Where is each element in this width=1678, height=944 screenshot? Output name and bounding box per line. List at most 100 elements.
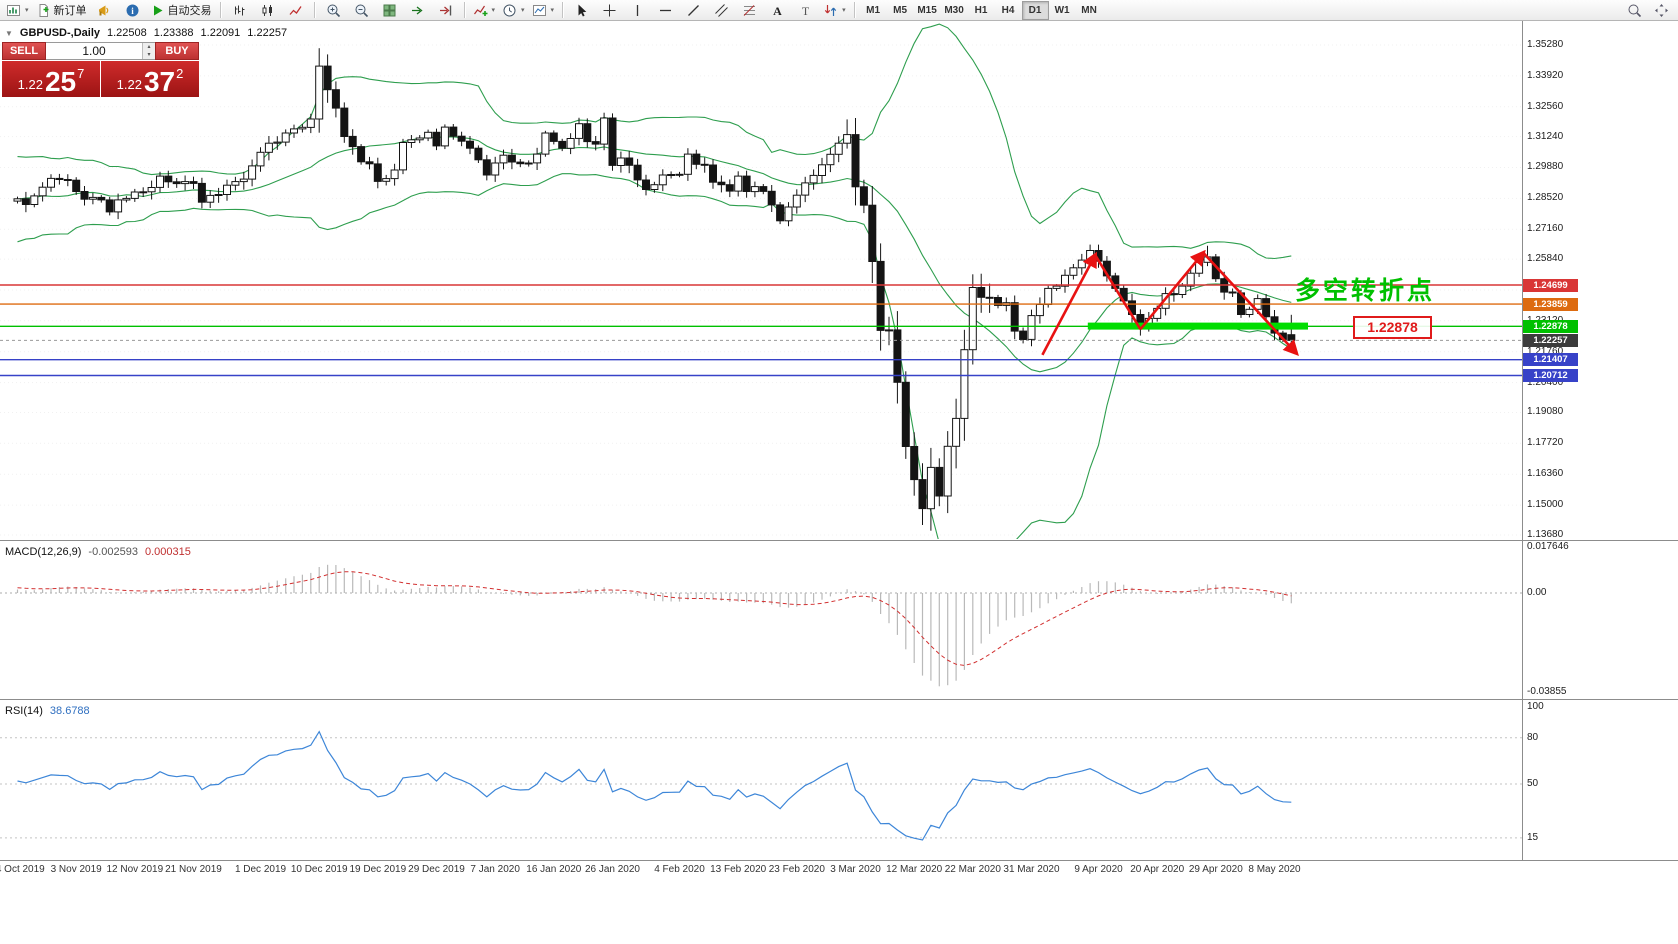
timeframe-button-M1[interactable]: M1 xyxy=(866,4,881,16)
candlesticks xyxy=(13,48,1296,531)
line-chart-button[interactable] xyxy=(282,0,309,20)
text-tool-button[interactable]: A xyxy=(764,0,791,20)
toolbar-separator xyxy=(562,2,564,18)
turning-point-annotation[interactable]: 多空转折点 xyxy=(1295,278,1436,305)
search-icon xyxy=(1627,3,1642,18)
toolbar-separator xyxy=(219,2,221,18)
volume-value[interactable]: 1.00 xyxy=(82,44,106,58)
rsi-indicator xyxy=(0,730,1522,841)
volume-field[interactable]: 1.00 ▴ ▾ xyxy=(46,42,155,60)
svg-text:A: A xyxy=(773,4,782,18)
timeframe-button-M5[interactable]: M5 xyxy=(893,4,908,16)
support-band-highlight[interactable] xyxy=(1087,322,1308,330)
new-order-icon xyxy=(36,3,51,18)
text-label-icon: T xyxy=(798,3,813,18)
buy-price-panel[interactable]: 1.22 37 2 xyxy=(101,61,199,97)
text-icon: A xyxy=(770,3,785,18)
timeframe-button-M15[interactable]: M15 xyxy=(917,4,937,16)
svg-text:i: i xyxy=(131,6,134,16)
chevron-down-icon: ▾ xyxy=(491,7,496,14)
timeframe-button-H1[interactable]: H1 xyxy=(974,4,988,16)
autotrading-button[interactable]: 自动交易 xyxy=(147,0,215,20)
sell-button[interactable]: SELL xyxy=(2,42,46,60)
zoom-in-icon xyxy=(326,3,341,18)
one-click-trading-panel: SELL 1.00 ▴ ▾ BUY 1.22 25 7 1.22 37 2 xyxy=(2,42,199,97)
spinner-up-icon[interactable]: ▴ xyxy=(143,43,155,51)
trendline-icon xyxy=(686,3,701,18)
horizontal-level-lines[interactable] xyxy=(0,284,1522,377)
auto-scroll-icon xyxy=(410,3,425,18)
timeframe-toolbar: M1 M5 M15 M30 H1 H4 D1 W1 MN xyxy=(860,0,1103,20)
bar-chart-icon xyxy=(232,3,247,18)
auto-scroll-button[interactable] xyxy=(404,0,431,20)
sell-price-panel[interactable]: 1.22 25 7 xyxy=(2,61,101,97)
open-value: 1.22508 xyxy=(107,27,147,39)
tile-windows-button[interactable] xyxy=(376,0,403,20)
macd-main-value: -0.002593 xyxy=(88,546,138,558)
search-button[interactable] xyxy=(1621,0,1648,20)
indicators-icon xyxy=(473,3,488,18)
horizontal-line-icon xyxy=(658,3,673,18)
chevron-down-icon: ▾ xyxy=(25,7,29,14)
timeframe-button-W1[interactable]: W1 xyxy=(1054,4,1070,16)
tile-windows-icon xyxy=(382,3,397,18)
candlestick-chart-button[interactable] xyxy=(254,0,281,20)
new-order-button[interactable]: 新订单 xyxy=(33,0,90,20)
new-order-label: 新订单 xyxy=(53,5,87,17)
cursor-icon xyxy=(574,3,589,18)
indicators-button[interactable]: ▾ xyxy=(470,0,499,20)
axis-lines xyxy=(0,21,1678,861)
crosshair-icon xyxy=(602,3,617,18)
arrows-tool-button[interactable]: ▾ xyxy=(820,0,849,20)
chart-shift-button[interactable] xyxy=(432,0,459,20)
crosshair-tool-button[interactable] xyxy=(596,0,623,20)
spinner-down-icon[interactable]: ▾ xyxy=(143,51,155,59)
price-flag-box[interactable]: 1.22878 xyxy=(1353,316,1432,339)
buy-price-sup: 2 xyxy=(176,66,184,81)
announcement-button[interactable] xyxy=(91,0,118,20)
vertical-line-icon xyxy=(630,3,645,18)
fibonacci-icon xyxy=(742,3,757,18)
toolbar-separator xyxy=(853,2,855,18)
vertical-line-tool-button[interactable] xyxy=(624,0,651,20)
channel-tool-button[interactable] xyxy=(708,0,735,20)
low-value: 1.22091 xyxy=(200,27,241,39)
chevron-down-icon: ▾ xyxy=(550,7,555,14)
zoom-out-button[interactable] xyxy=(348,0,375,20)
timeframe-button-M30[interactable]: M30 xyxy=(944,4,964,16)
macd-label: MACD(12,26,9) xyxy=(5,546,82,558)
timeframe-button-D1[interactable]: D1 xyxy=(1021,0,1049,20)
move-button[interactable] xyxy=(1648,0,1675,20)
horizontal-line-tool-button[interactable] xyxy=(652,0,679,20)
collapse-panel-icon[interactable]: ▼ xyxy=(5,28,13,38)
clock-icon xyxy=(502,3,517,18)
buy-button[interactable]: BUY xyxy=(155,42,199,60)
new-chart-button[interactable]: ▾ xyxy=(3,0,32,20)
cursor-tool-button[interactable] xyxy=(568,0,595,20)
new-chart-icon xyxy=(6,3,21,18)
timeframe-button-MN[interactable]: MN xyxy=(1081,4,1097,16)
close-value: 1.22257 xyxy=(247,27,288,39)
fibonacci-tool-button[interactable] xyxy=(736,0,763,20)
zoom-in-button[interactable] xyxy=(320,0,347,20)
line-chart-icon xyxy=(288,3,303,18)
toolbar-right-icons xyxy=(1621,0,1675,20)
bar-chart-button[interactable] xyxy=(226,0,253,20)
trend-arrows-drawing[interactable] xyxy=(1041,249,1299,356)
zoom-out-icon xyxy=(354,3,369,18)
timeframe-button-H4[interactable]: H4 xyxy=(1001,4,1015,16)
community-button[interactable]: i xyxy=(119,0,146,20)
chevron-down-icon: ▾ xyxy=(521,7,525,14)
sell-price-sup: 7 xyxy=(77,66,85,81)
trendline-tool-button[interactable] xyxy=(680,0,707,20)
symbol-label: GBPUSD-,Daily xyxy=(19,27,100,39)
label-tool-button[interactable]: T xyxy=(792,0,819,20)
templates-button[interactable]: ▾ xyxy=(529,0,558,20)
chart-ohlc-header: ▼ GBPUSD-,Daily 1.22508 1.23388 1.22091 … xyxy=(5,27,287,39)
buy-price-big: 37 xyxy=(143,66,176,97)
rsi-header: RSI(14) 38.6788 xyxy=(5,705,90,717)
macd-signal-value: 0.000315 xyxy=(144,546,191,558)
periods-button[interactable]: ▾ xyxy=(499,0,528,20)
toolbar-separator xyxy=(463,2,465,18)
